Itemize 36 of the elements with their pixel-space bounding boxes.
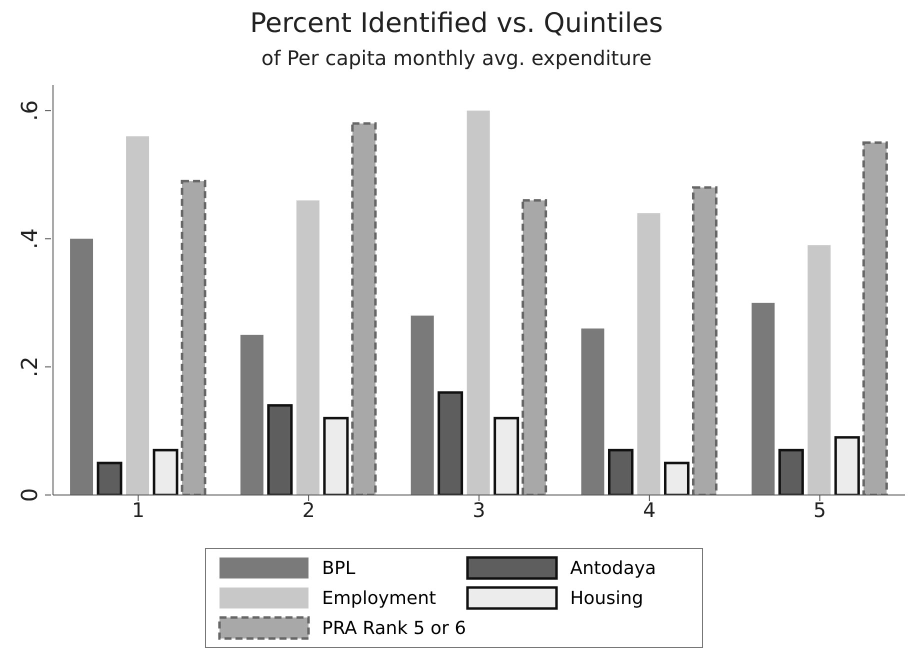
- bar: [664, 462, 690, 495]
- bar: [862, 141, 888, 495]
- bar: [410, 316, 434, 495]
- x-tick-label: 1: [132, 498, 145, 522]
- bar: [834, 436, 860, 495]
- legend-label: Employment: [322, 588, 436, 608]
- bar: [126, 136, 150, 495]
- bar: [637, 213, 660, 495]
- bar: [351, 122, 377, 495]
- x-tick-label: 2: [302, 498, 315, 522]
- bar: [581, 328, 604, 495]
- legend-label: BPL: [322, 558, 356, 578]
- x-tick-label: 4: [643, 498, 656, 522]
- chart-title: Percent Identified vs. Quintiles: [249, 8, 664, 39]
- y-tick-label: .2: [18, 356, 43, 378]
- legend-label: Housing: [570, 588, 644, 608]
- bar: [808, 245, 831, 495]
- x-tick-label: 3: [472, 498, 486, 522]
- bar: [240, 334, 264, 495]
- legend-label: PRA Rank 5 or 6: [322, 618, 466, 638]
- bar: [180, 180, 206, 495]
- legend-label: Antodaya: [570, 558, 656, 578]
- bar: [296, 200, 320, 495]
- bar: [152, 448, 178, 495]
- chart-subtitle: of Per capita monthly avg. expenditure: [260, 46, 653, 70]
- bar: [494, 416, 520, 495]
- bar: [752, 302, 775, 495]
- bar: [466, 110, 490, 495]
- y-tick-label: .4: [18, 228, 43, 250]
- bar: [323, 416, 349, 495]
- bar: [70, 238, 94, 495]
- y-tick-label: 0: [18, 488, 43, 502]
- x-tick-label: 5: [813, 498, 826, 522]
- bar: [522, 199, 548, 495]
- bar: [692, 186, 718, 495]
- y-tick-label: .6: [18, 100, 43, 122]
